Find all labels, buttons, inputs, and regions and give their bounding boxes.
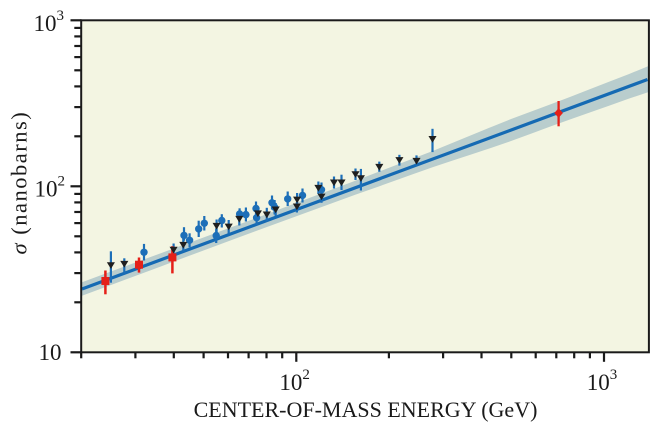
svg-text:CENTER-OF-MASS ENERGY (GeV): CENTER-OF-MASS ENERGY (GeV) bbox=[194, 397, 538, 422]
svg-text:σ (nanobarns): σ (nanobarns) bbox=[7, 111, 32, 255]
svg-text:10: 10 bbox=[39, 340, 62, 365]
